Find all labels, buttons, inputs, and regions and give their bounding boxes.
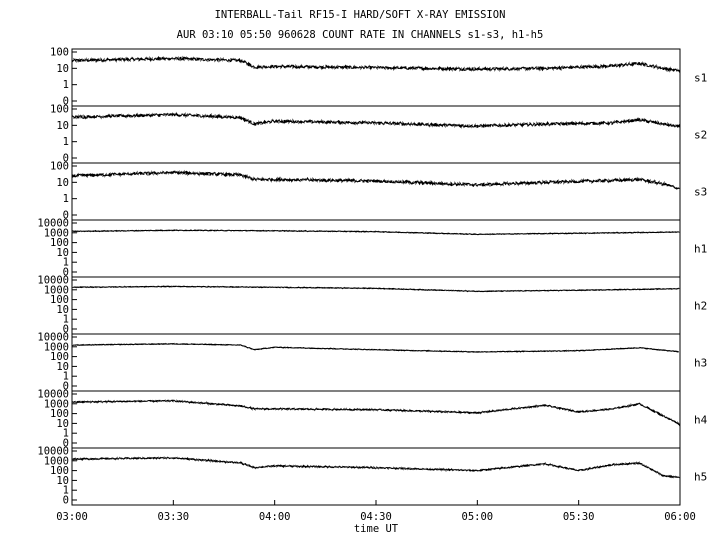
series-line-s2 [72,111,680,129]
x-tick-label: 05:00 [462,511,494,523]
x-tick-label: 05:30 [563,511,595,523]
y-tick-label-h2: 0 [63,324,69,336]
panel-label-s3: s3 [694,186,707,199]
x-tick-label: 04:30 [360,511,392,523]
y-tick-label-h2: 10 [56,304,69,316]
y-tick-label-h1: 1 [63,257,69,269]
y-tick-label-h5: 1 [63,485,69,497]
x-tick-label: 04:00 [259,511,291,523]
y-tick-label-s1: 10 [56,63,69,75]
y-tick-label-s3: 0 [63,210,69,222]
panel-frame-h3 [71,333,681,392]
series-line-s1 [72,55,680,73]
y-tick-label-s1: 1 [63,79,69,91]
series-line-h1 [72,229,680,236]
y-tick-label-s2: 100 [50,104,69,116]
y-tick-label-h1: 0 [63,267,69,279]
series-line-h5 [72,456,680,479]
y-tick-label-h2: 100 [50,294,69,306]
y-tick-label-h2: 10000 [37,275,69,287]
y-tick-label-h4: 1 [63,428,69,440]
y-tick-label-h4: 1000 [44,398,69,410]
series-line-s3 [72,169,680,190]
panel-frame-h1 [71,219,681,278]
panel-label-h2: h2 [694,300,707,313]
y-tick-label-h4: 10000 [37,389,69,401]
x-tick-label: 06:00 [664,511,696,523]
y-tick-label-s3: 100 [50,161,69,173]
y-tick-label-h5: 100 [50,465,69,477]
y-tick-label-s3: 1 [63,193,69,205]
y-tick-label-h1: 100 [50,237,69,249]
panel-frame-h4 [71,390,681,449]
chart-subtitle: AUR 03:10 05:50 960628 COUNT RATE IN CHA… [176,29,544,41]
y-tick-label-s2: 10 [56,120,69,132]
y-tick-label-h5: 1000 [44,455,69,467]
y-tick-label-s2: 0 [63,153,69,165]
y-tick-label-h1: 10000 [37,218,69,230]
series-line-h4 [72,399,680,427]
y-tick-label-h4: 0 [63,438,69,450]
panel-label-h3: h3 [694,357,707,370]
panel-frame-h2 [71,276,681,335]
y-tick-label-h5: 10 [56,475,69,487]
chart-title: INTERBALL-Tail RF15-I HARD/SOFT X-RAY EM… [214,9,506,21]
y-tick-label-h3: 1 [63,371,69,383]
panel-label-h5: h5 [694,471,707,484]
series-line-h2 [72,285,680,293]
panel-label-h1: h1 [694,243,707,256]
panel-label-h4: h4 [694,414,708,427]
y-tick-label-h3: 0 [63,381,69,393]
y-tick-label-h2: 1 [63,314,69,326]
x-tick-label: 03:00 [56,511,88,523]
y-tick-label-h5: 10000 [37,446,69,458]
y-tick-label-h5: 0 [63,495,69,507]
x-axis-label: time UT [354,523,399,535]
y-tick-label-s3: 10 [56,177,69,189]
y-tick-label-h3: 10 [56,361,69,373]
y-tick-label-h2: 1000 [44,284,69,296]
y-tick-label-h1: 1000 [44,227,69,239]
y-tick-label-s1: 0 [63,96,69,108]
panel-label-s2: s2 [694,129,707,142]
y-tick-label-h4: 10 [56,418,69,430]
chart-header: INTERBALL-Tail RF15-I HARD/SOFT X-RAY EM… [0,0,720,48]
y-tick-label-s2: 1 [63,136,69,148]
series-line-h3 [72,342,680,353]
x-tick-label: 03:30 [158,511,190,523]
y-tick-label-h3: 10000 [37,332,69,344]
panel-label-s1: s1 [694,72,707,85]
y-tick-label-h4: 100 [50,408,69,420]
y-tick-label-h3: 1000 [44,341,69,353]
panel-frame-h5 [71,447,681,506]
y-tick-label-h3: 100 [50,351,69,363]
y-tick-label-s1: 100 [50,47,69,59]
y-tick-label-h1: 10 [56,247,69,259]
